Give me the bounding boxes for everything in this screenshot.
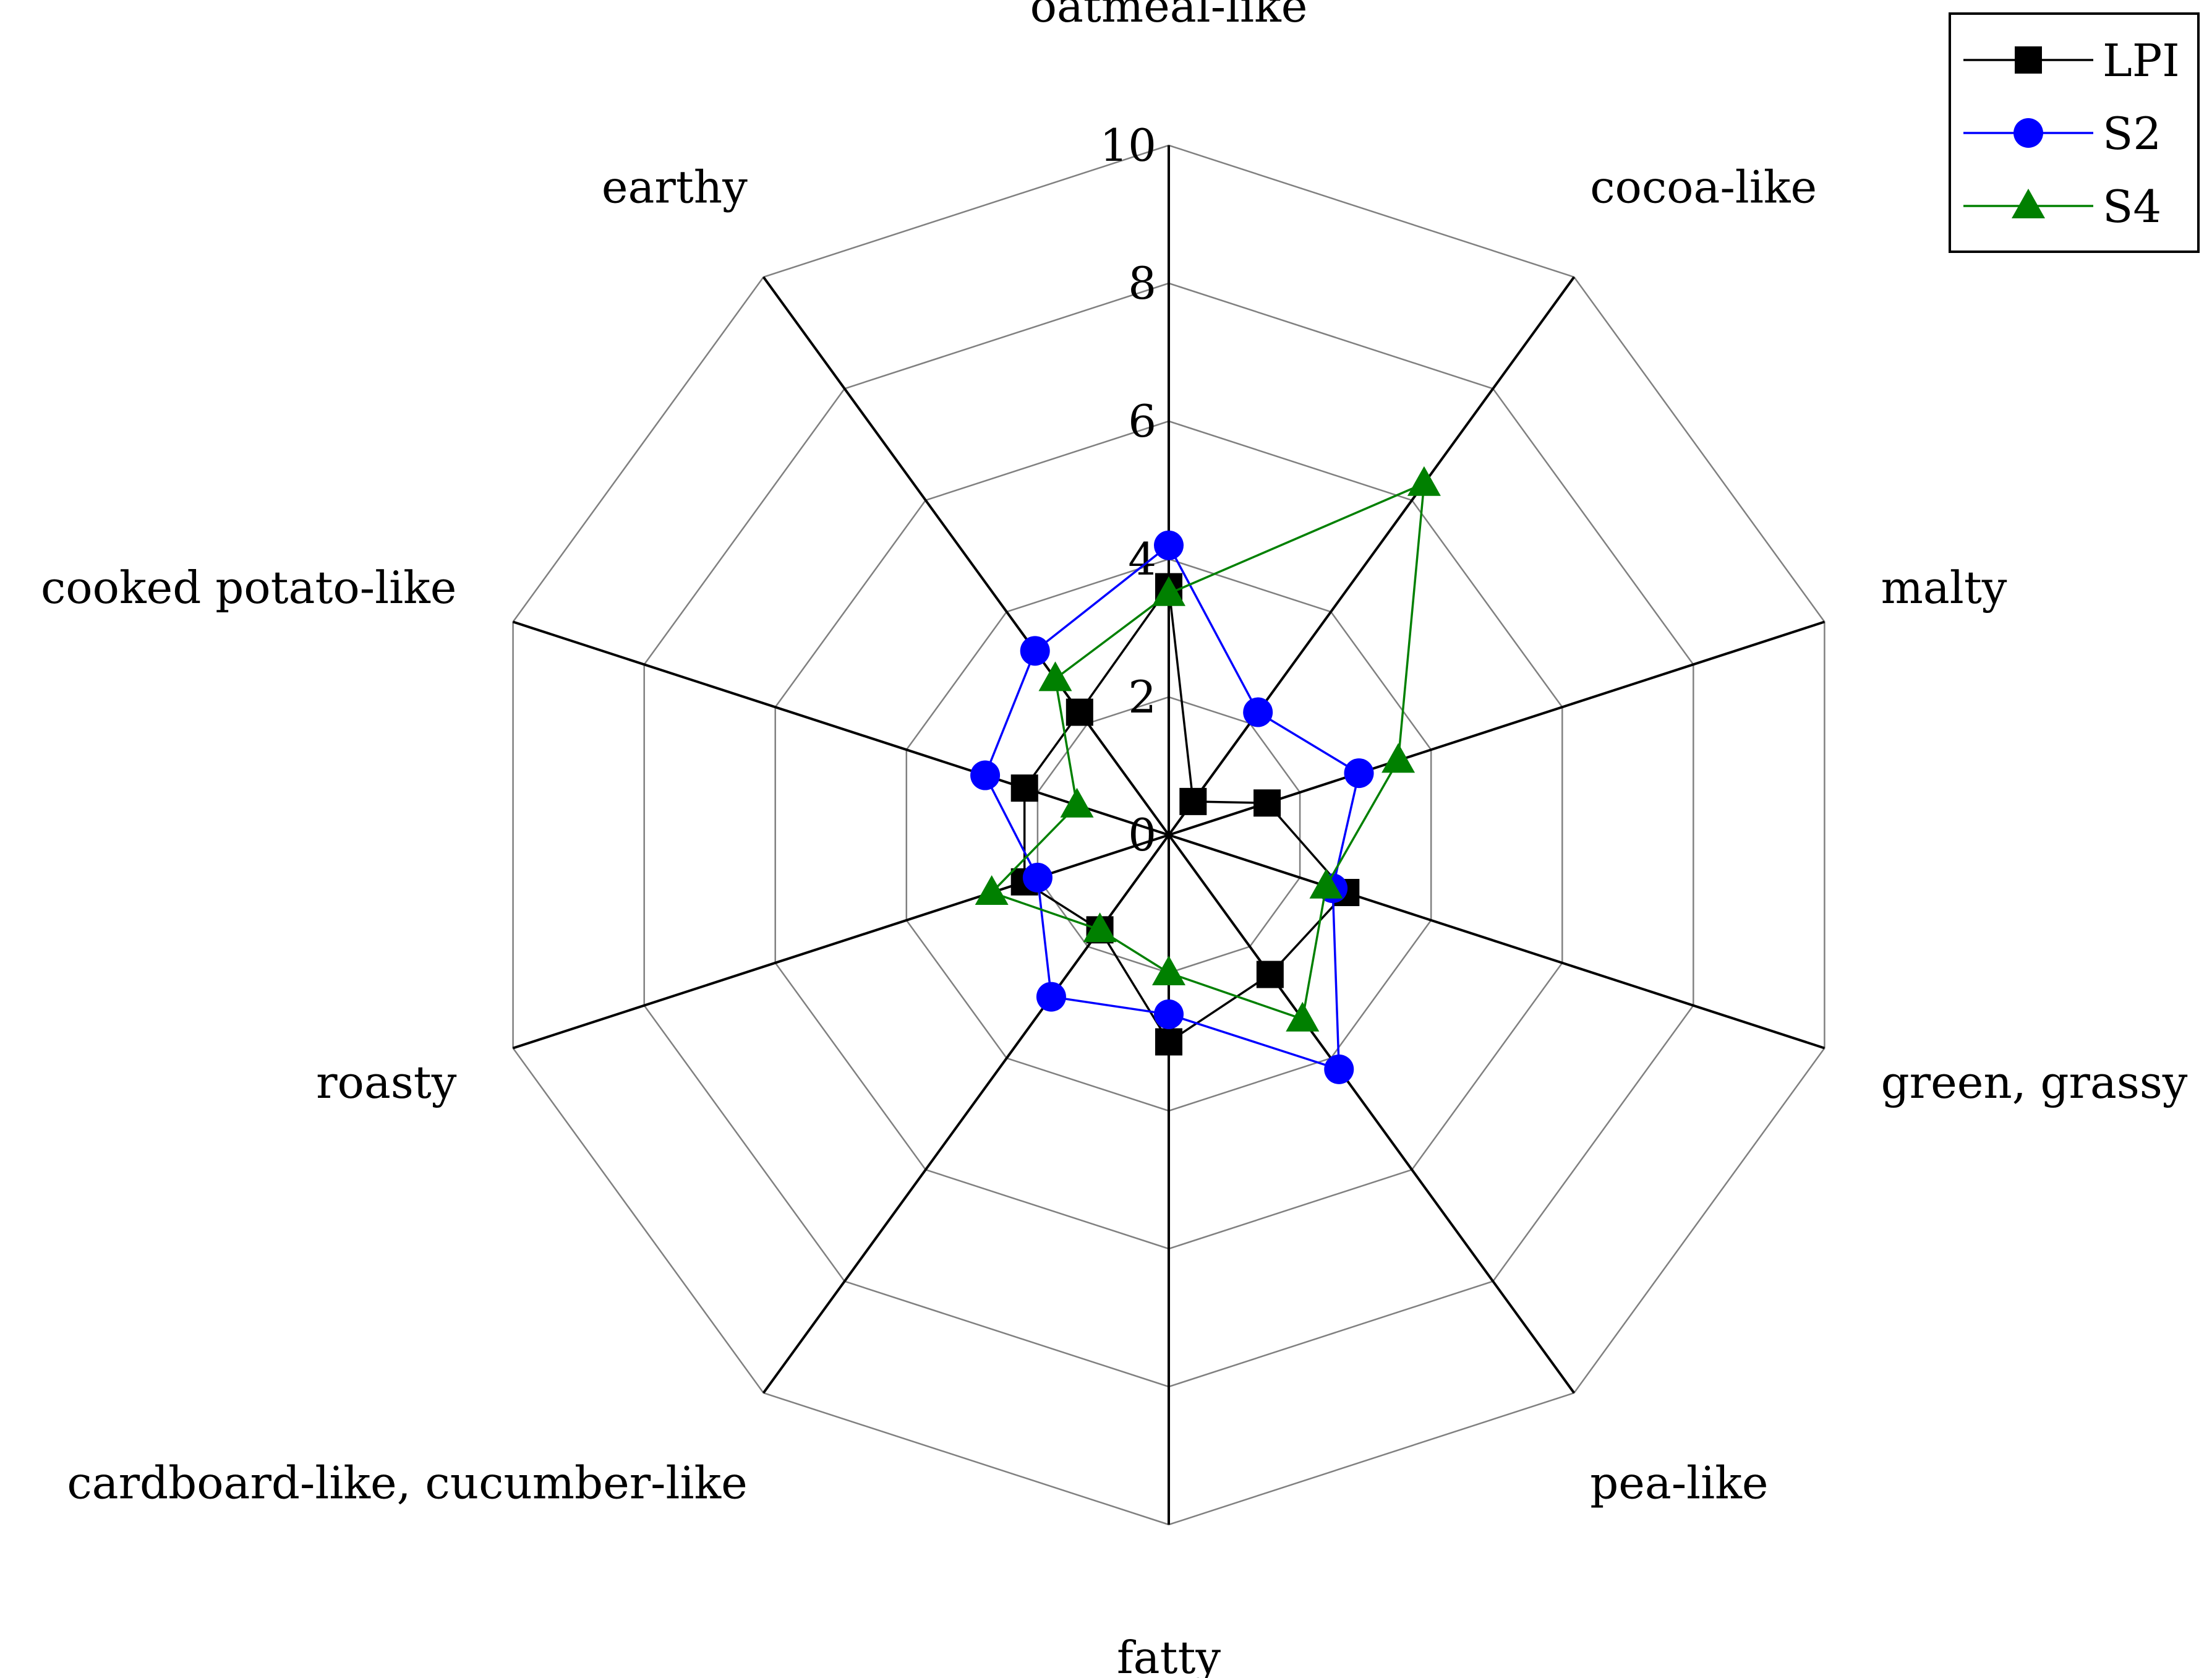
data-point <box>1286 1001 1320 1032</box>
axis-spoke <box>512 834 1169 1050</box>
axis-spoke <box>1168 276 1576 836</box>
data-series <box>970 466 1441 1084</box>
legend-marker <box>2012 189 2045 218</box>
data-point <box>1179 787 1207 815</box>
legend-marker <box>2015 46 2042 74</box>
category-label: oatmeal-like <box>1030 0 1308 32</box>
r-tick-label: 8 <box>1128 257 1156 309</box>
data-point <box>1060 787 1094 818</box>
r-tick-label: 2 <box>1128 671 1156 723</box>
data-point <box>970 760 1001 790</box>
category-label: cooked potato-like <box>41 562 456 614</box>
data-point <box>1344 758 1374 789</box>
data-point <box>1152 956 1185 985</box>
data-point <box>1010 774 1038 802</box>
series-S4 <box>975 466 1441 1032</box>
category-label: fatty <box>1117 1632 1221 1678</box>
axis-spoke <box>1168 834 1826 1050</box>
data-point <box>1256 961 1284 988</box>
series-line <box>989 481 1425 1021</box>
r-tick-label: 0 <box>1128 809 1156 861</box>
category-label: malty <box>1881 562 2007 614</box>
axis-spoke <box>762 276 1170 836</box>
legend-label: LPI <box>2103 35 2180 87</box>
legend-marker <box>2013 118 2043 148</box>
category-label: earthy <box>602 161 748 213</box>
data-point <box>1155 1028 1182 1056</box>
legend-label: S2 <box>2103 108 2161 160</box>
legend-label: S4 <box>2103 181 2161 233</box>
category-label: cardboard-like, cucumber-like <box>67 1457 747 1509</box>
legend: LPI S2 S4 <box>1949 12 2200 253</box>
category-label: cocoa-like <box>1590 161 1817 213</box>
category-label: pea-like <box>1590 1457 1768 1509</box>
data-point <box>1243 697 1273 727</box>
data-point <box>1020 636 1050 666</box>
data-point <box>1253 789 1281 817</box>
data-point <box>1038 661 1072 691</box>
series-LPI <box>1010 573 1360 1056</box>
category-label: roasty <box>316 1056 457 1108</box>
data-point <box>1324 1054 1354 1084</box>
axis-spoke <box>512 620 1169 836</box>
data-point <box>1407 466 1441 496</box>
data-point <box>1065 698 1093 726</box>
data-point <box>1083 912 1117 943</box>
data-point <box>975 875 1009 905</box>
data-point <box>1154 530 1184 560</box>
category-labels: oatmeal-like cocoa-like malty green, grassy… <box>41 0 2188 1678</box>
data-point <box>1309 868 1343 899</box>
data-point <box>1022 862 1053 893</box>
data-point <box>1154 999 1184 1029</box>
r-tick-label: 10 <box>1100 119 1156 171</box>
category-label: green, grassy <box>1881 1056 2188 1108</box>
r-tick-label: 6 <box>1128 395 1156 447</box>
axis-spoke <box>1168 834 1576 1394</box>
data-point <box>1381 743 1416 773</box>
data-point <box>1152 576 1185 606</box>
data-point <box>1036 982 1066 1012</box>
